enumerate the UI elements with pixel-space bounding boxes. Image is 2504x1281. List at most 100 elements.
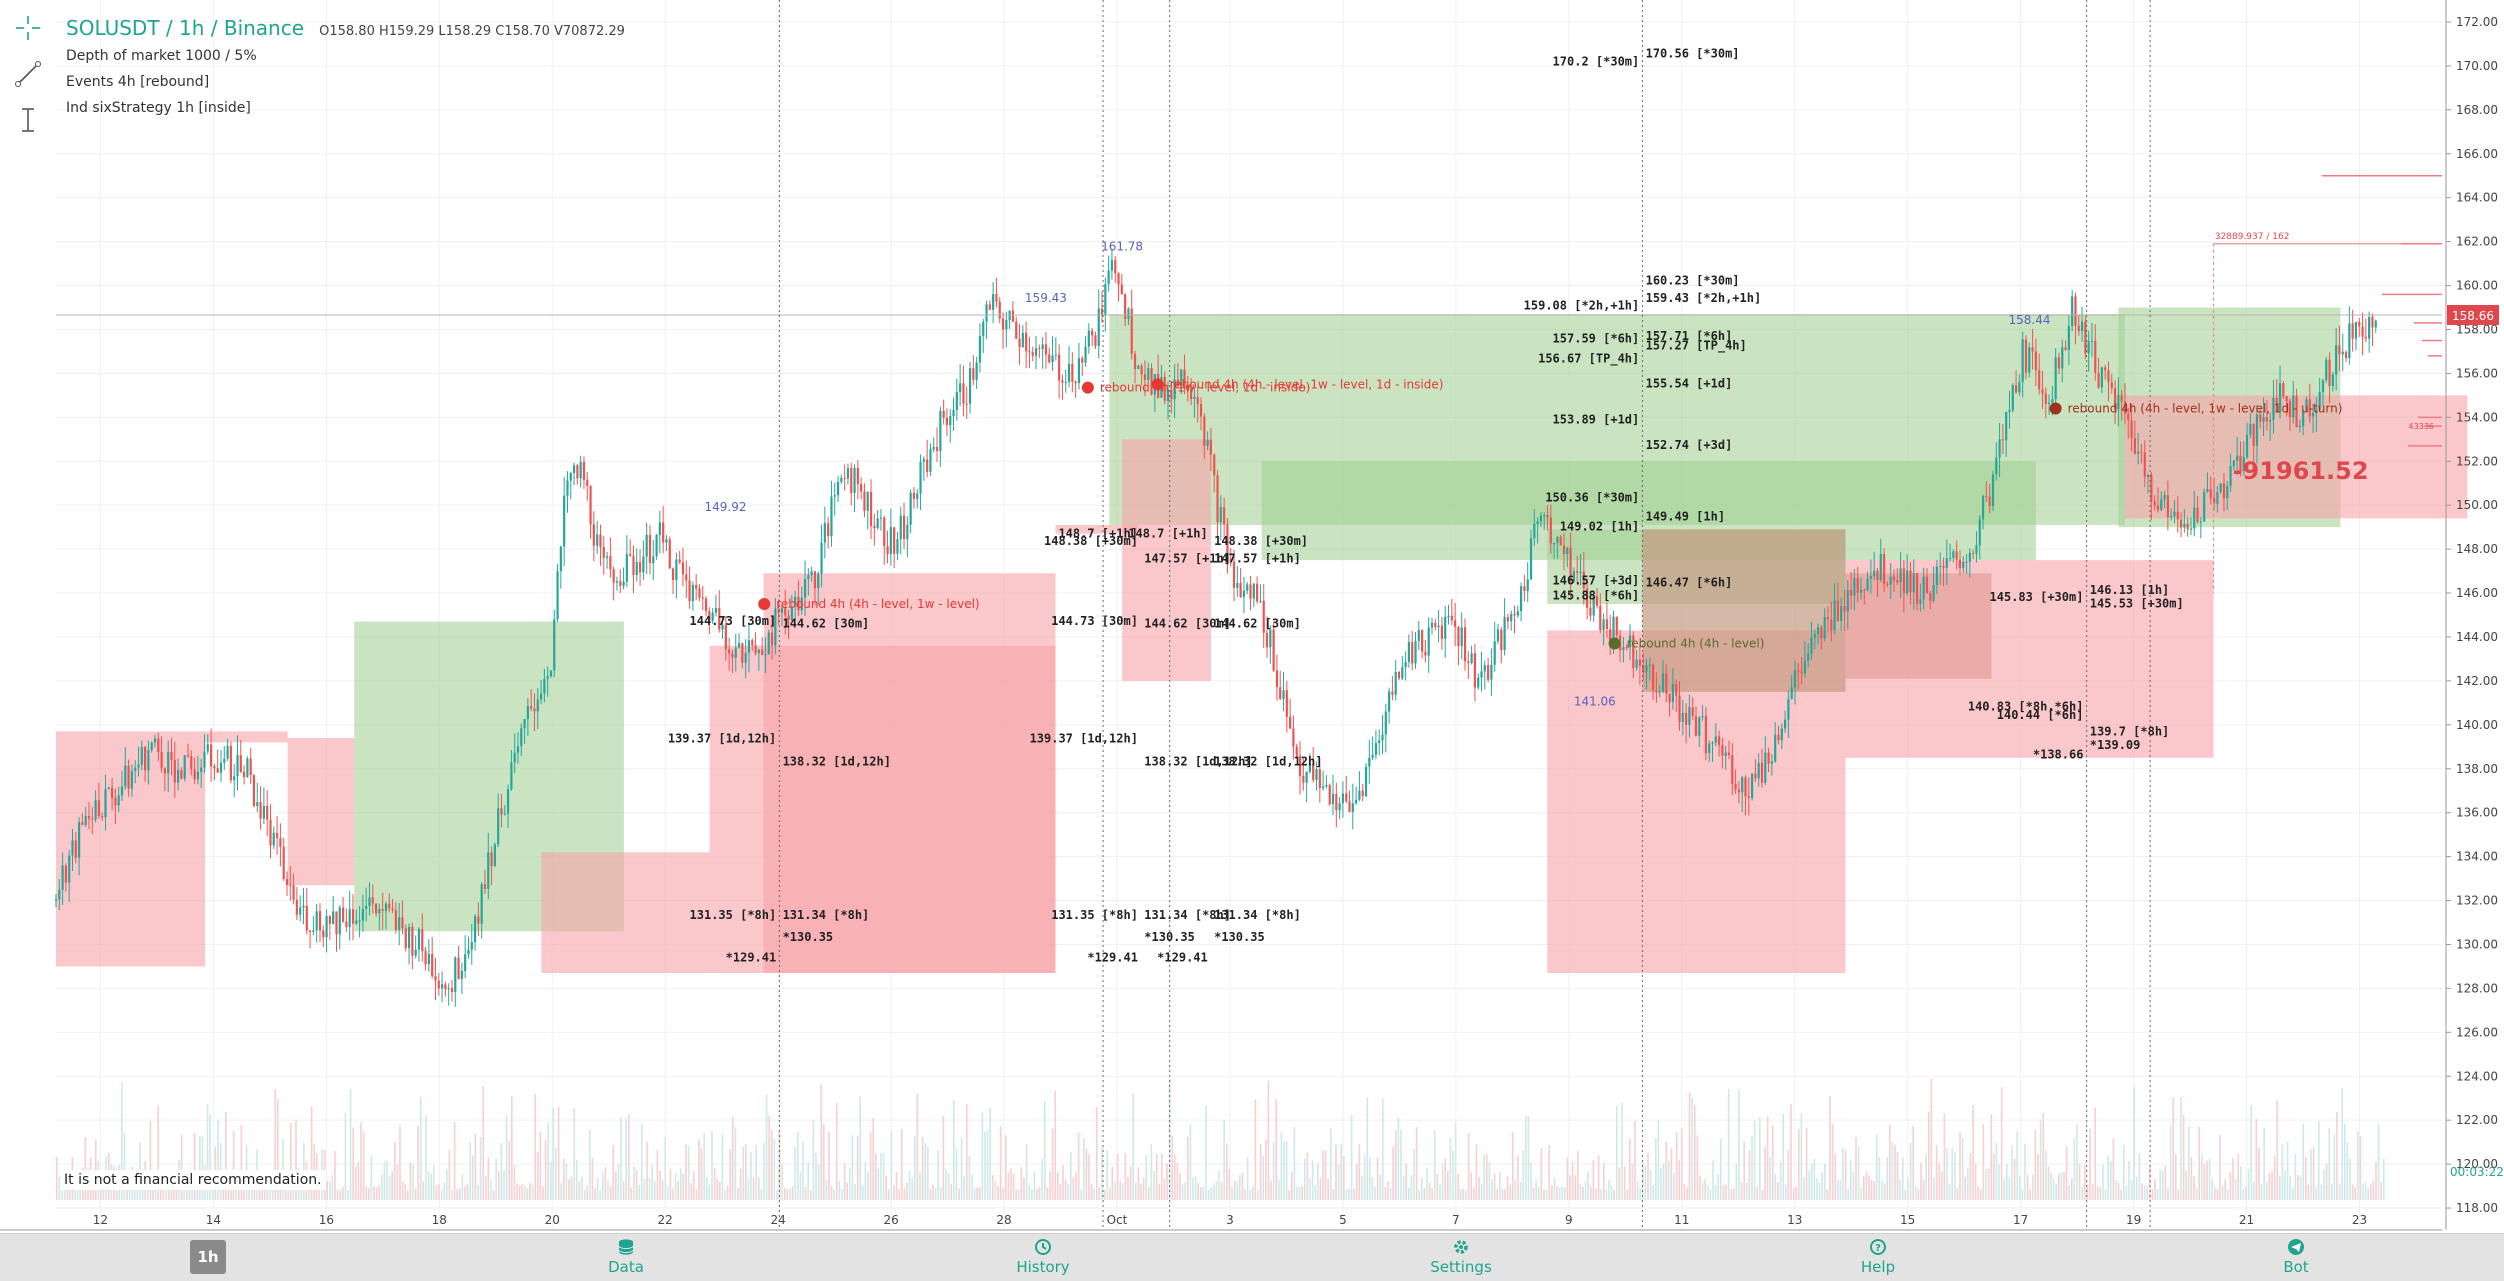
candle-body — [1635, 659, 1638, 668]
candle-body — [935, 447, 939, 451]
indicator-strategy[interactable]: Ind sixStrategy 1h [inside] — [66, 100, 251, 116]
nav-history[interactable]: History — [983, 1238, 1103, 1276]
nav-data[interactable]: Data — [566, 1238, 686, 1276]
volume-bar — [1561, 1186, 1563, 1200]
nav-help[interactable]: ? Help — [1818, 1238, 1938, 1276]
candle-body — [2061, 347, 2064, 369]
volume-bar — [2357, 1131, 2359, 1200]
candle-body — [770, 632, 774, 646]
volume-bar — [1259, 1144, 1262, 1200]
candle-body — [1216, 475, 1219, 523]
price-axis-label: 158.00 — [2456, 322, 2498, 336]
volume-bar — [1860, 1187, 1862, 1200]
timeframe-button[interactable]: 1h — [190, 1240, 226, 1274]
volume-bar — [1311, 1159, 1314, 1200]
volume-bar — [1772, 1125, 1774, 1200]
volume-bar — [518, 1185, 521, 1200]
candle-body — [2143, 452, 2146, 477]
candle-body — [1454, 620, 1457, 627]
candle-body — [2028, 347, 2031, 373]
candle-body — [1229, 559, 1232, 562]
volume-bar — [1496, 1189, 1498, 1200]
indicator-events[interactable]: Events 4h [rebound] — [66, 74, 210, 90]
crosshair-icon[interactable] — [14, 14, 42, 42]
volume-bar — [2188, 1126, 2190, 1200]
volume-bar — [661, 1179, 664, 1200]
candle-body — [1061, 380, 1064, 383]
volume-bar — [1683, 1184, 1686, 1200]
price-axis-label: 118.00 — [2456, 1201, 2498, 1215]
volume-bar — [1499, 1171, 1501, 1200]
volume-bar — [1933, 1177, 1935, 1200]
volume-bar — [1595, 1188, 1597, 1200]
candle-body — [2315, 409, 2318, 414]
volume-bar — [1356, 1163, 1358, 1200]
volume-bar — [1376, 1157, 1379, 1200]
candle-body — [371, 897, 374, 904]
candle-body — [1480, 671, 1483, 678]
candle-body — [1226, 524, 1229, 560]
volume-bar — [157, 1105, 159, 1200]
measure-icon[interactable] — [14, 106, 42, 134]
peak-label: 141.06 — [1574, 695, 1616, 709]
volume-bar — [667, 1186, 669, 1200]
volume-bar — [2065, 1146, 2068, 1200]
candle-body — [681, 562, 685, 575]
candle-body — [886, 546, 889, 555]
candle-body — [2127, 413, 2130, 421]
candle-body — [2226, 486, 2229, 499]
volume-bar — [2333, 1134, 2336, 1200]
volume-bar — [1831, 1124, 1834, 1200]
volume-bar — [1634, 1120, 1636, 1200]
candle-body — [569, 472, 572, 481]
candle-body — [1727, 752, 1731, 756]
symbol-title[interactable]: SOLUSDT / 1h / Binance — [66, 16, 305, 40]
volume-bar — [534, 1093, 536, 1200]
level-label: 144.73 [30m] — [690, 614, 777, 628]
candle-body — [1275, 670, 1279, 688]
candle-body — [2176, 511, 2179, 520]
candle-body — [1698, 717, 1701, 736]
volume-bar — [2154, 1178, 2156, 1200]
volume-bar — [2112, 1138, 2115, 1200]
volume-bar — [947, 1173, 950, 1200]
volume-bar — [349, 1088, 352, 1200]
volume-bar — [693, 1170, 695, 1200]
candle-body — [361, 908, 364, 921]
svg-text:?: ? — [1875, 1243, 1881, 1254]
volume-bar — [199, 1135, 201, 1200]
volume-bar — [1194, 1176, 1197, 1200]
trend-line-icon[interactable] — [14, 60, 42, 88]
volume-bar — [2375, 1161, 2377, 1200]
nav-bot[interactable]: Bot — [2236, 1238, 2356, 1276]
volume-bar — [1738, 1089, 1740, 1200]
level-label: 149.02 [1h] — [1560, 520, 1639, 534]
price-axis-label: 162.00 — [2456, 235, 2498, 249]
candle-body — [1265, 632, 1269, 648]
volume-bar — [872, 1117, 874, 1200]
indicator-depth[interactable]: Depth of market 1000 / 5% — [66, 48, 257, 64]
volume-bar — [357, 1161, 360, 1200]
candle-body — [1345, 793, 1348, 802]
nav-settings[interactable]: Settings — [1401, 1238, 1521, 1276]
candle-body — [1077, 358, 1081, 384]
candle-body — [1952, 551, 1955, 558]
volume-bar — [1452, 1150, 1454, 1200]
candle-body — [978, 336, 982, 363]
candle-body — [932, 447, 935, 450]
candle-body — [398, 917, 401, 930]
candle-body — [1430, 622, 1434, 628]
event-marker — [2049, 402, 2062, 415]
candle-body — [1298, 755, 1302, 776]
candle-body — [134, 767, 137, 771]
volume-bar — [1608, 1180, 1610, 1200]
volume-bar — [511, 1096, 513, 1200]
candle-body — [1632, 635, 1635, 668]
time-axis-label: 16 — [319, 1213, 334, 1227]
volume-bar — [2364, 1182, 2367, 1200]
candle-body — [1315, 769, 1318, 780]
candle-body — [2186, 523, 2189, 530]
volume-bar — [1980, 1189, 1982, 1200]
volume-bar — [1387, 1181, 1389, 1200]
